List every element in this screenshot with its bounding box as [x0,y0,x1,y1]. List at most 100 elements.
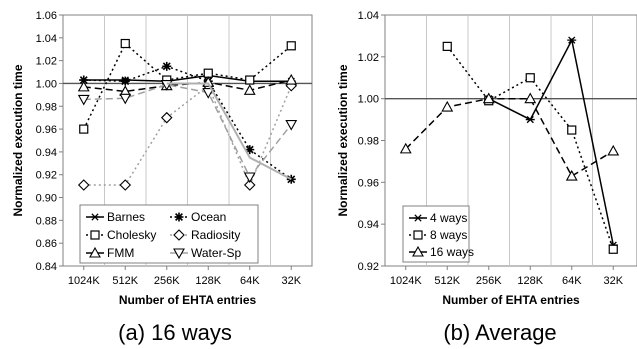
x-tick-label: 1024K [390,275,422,287]
y-tick-label: 0.92 [358,261,379,273]
data-point-marker [413,214,423,222]
data-point-marker [243,172,256,184]
legend-label: 8 ways [430,228,467,242]
data-point-marker [243,84,256,95]
x-axis-title: Number of EHTA entries [119,293,257,307]
data-point-marker [160,111,173,124]
series-line [83,84,292,187]
data-point-marker [202,88,215,99]
data-point-marker [567,36,577,44]
data-point-marker [89,246,101,258]
data-point-marker [77,94,90,106]
y-tick-label: 0.96 [36,124,57,136]
y-tick-label: 0.84 [36,261,57,273]
data-point-marker [441,100,454,112]
y-tick-label: 1.04 [358,10,379,22]
data-point-marker [413,230,423,240]
data-point-marker [286,41,296,51]
data-point-marker [119,93,132,105]
x-tick-label: 32K [281,275,301,287]
x-tick-label: 64K [562,275,582,287]
y-axis-title: Normalized execution time [11,64,25,216]
chart-caption: (a) 16 ways [118,320,232,345]
y-tick-label: 1.04 [36,33,57,45]
series-line [405,97,614,178]
series-16-ways [399,92,620,181]
data-point-marker [173,248,185,260]
chart-panel-0: 0.84 0.86 0.88 0.90 0.92 0.94 0.96 0.98 1.00 1.02… [11,10,313,345]
data-point-marker [482,92,495,104]
series-water-sp [77,80,298,184]
chart-panel-1: 0.92 0.94 0.96 0.98 1.00 1.02 1.04 1024K 512K 256… [336,10,637,345]
legend-label: Barnes [107,210,145,224]
data-point-marker [119,179,132,191]
series-line [488,37,615,246]
data-point-marker [525,115,535,124]
legend: Barnes Ocean Cholesky Radiosity FMM Water-Sp [79,204,259,264]
series-line [166,82,292,181]
legend-label: 4 ways [430,211,467,225]
x-tick-label: 512K [112,275,138,287]
y-tick-label: 0.90 [36,193,57,205]
data-point-marker [243,179,256,191]
data-point-marker [90,230,100,240]
data-point-marker [608,244,618,254]
y-tick-label: 0.94 [36,147,57,159]
data-point-marker [567,125,577,135]
x-tick-label: 128K [517,275,543,287]
x-tick-label: 256K [154,275,180,287]
legend: 4 ways 8 ways 16 ways [402,205,474,263]
legend-label: FMM [107,246,134,260]
y-tick-label: 0.92 [36,170,57,182]
series-line [83,74,292,82]
y-tick-label: 1.02 [36,56,57,68]
chart-caption: (b) Average [443,320,556,345]
series-line [83,42,292,130]
series-unlabeled [166,82,292,181]
x-axis-title: Number of EHTA entries [442,293,580,307]
data-point-marker [77,179,90,191]
y-tick-label: 1.00 [36,78,57,90]
x-tick-label: 32K [603,275,623,287]
data-point-marker [399,142,412,154]
y-tick-label: 1.06 [36,10,57,22]
series-line [83,83,292,179]
x-tick-label: 256K [476,275,502,287]
data-point-marker [412,245,424,257]
y-tick-label: 1.02 [358,52,379,64]
data-point-marker [162,61,172,71]
y-tick-label: 0.96 [358,177,379,189]
data-point-marker [79,75,89,85]
data-point-marker [90,213,100,221]
y-tick-label: 1.00 [358,94,379,106]
x-tick-label: 64K [240,275,260,287]
x-tick-label: 128K [195,275,221,287]
data-point-marker [245,75,255,85]
data-point-marker [203,68,213,78]
data-point-marker [77,80,90,92]
data-point-marker [607,144,620,156]
data-point-marker [174,212,184,222]
data-point-marker [173,229,185,241]
data-point-marker [285,73,298,85]
data-point-marker [120,38,130,49]
legend-label: Radiosity [191,228,240,242]
legend-label: Cholesky [107,228,156,242]
data-point-marker [565,169,578,181]
x-tick-label: 1024K [68,275,100,287]
y-tick-label: 0.94 [358,219,379,231]
data-point-marker [525,73,535,83]
data-point-marker [524,92,537,104]
data-point-marker [285,119,298,131]
y-tick-label: 0.88 [36,215,57,227]
y-axis-title: Normalized execution time [336,64,350,216]
data-point-marker [79,124,89,134]
data-point-marker [245,145,255,155]
data-point-marker [442,41,452,51]
legend-label: Ocean [191,210,226,224]
y-tick-label: 0.86 [36,238,57,250]
legend-label: 16 ways [430,245,474,259]
legend-box [79,204,259,264]
y-tick-label: 0.98 [36,101,57,113]
